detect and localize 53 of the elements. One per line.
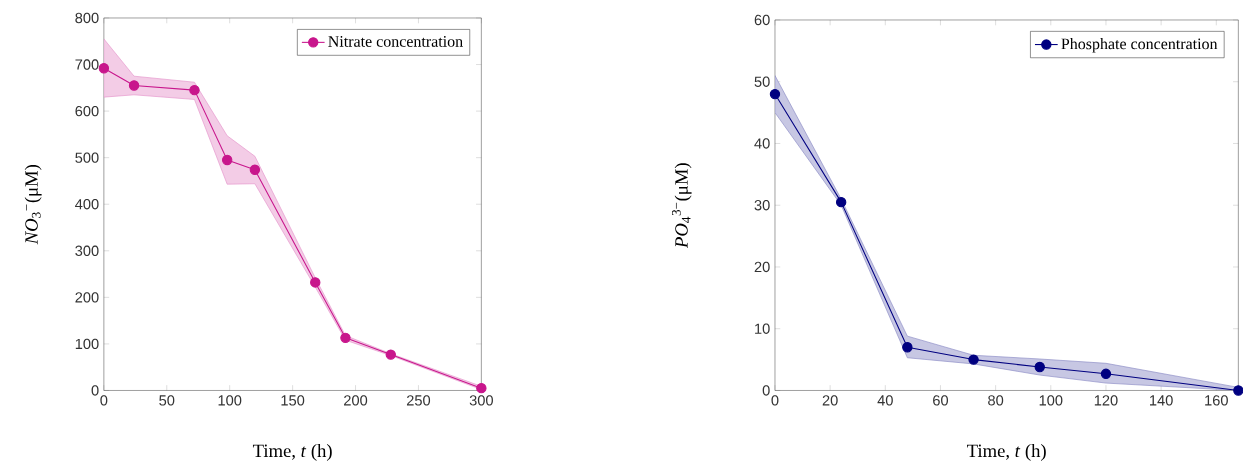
point	[98, 62, 110, 74]
x-tick-label: 160	[1205, 395, 1228, 406]
y-tick-label: 10	[755, 323, 770, 334]
y-tick-label: 0	[762, 385, 770, 396]
legend-label: Phosphate concentration	[1061, 37, 1218, 53]
y-tick-label: 100	[75, 338, 99, 349]
point	[902, 341, 913, 353]
x-tick-label: 50	[159, 395, 175, 406]
point	[249, 164, 261, 175]
x-tick-label: 80	[988, 395, 1004, 406]
point	[835, 196, 847, 208]
x-tick-label: 0	[771, 395, 779, 406]
y-tick-label: 0	[91, 385, 99, 396]
point	[769, 88, 781, 100]
point	[968, 354, 979, 365]
y-tick-label: 400	[75, 198, 99, 210]
x-tick-label: 140	[1150, 395, 1173, 406]
y-tick-label: 300	[75, 245, 99, 256]
y-tick-label: 800	[75, 12, 99, 24]
x-axis-title: Time, t (h)	[967, 443, 1046, 461]
y-tick-label: 600	[75, 105, 99, 117]
y-tick-label: 30	[754, 199, 770, 211]
x-tick-label: 0	[100, 395, 108, 406]
x-tick-label: 100	[218, 395, 242, 406]
y-tick-label: 200	[75, 292, 99, 303]
y-tick-label: 700	[75, 59, 99, 70]
point	[476, 382, 487, 394]
x-tick-label: 250	[406, 395, 431, 406]
x-tick-label: 20	[822, 395, 838, 406]
y-tick-label: 50	[754, 76, 770, 87]
point	[189, 84, 200, 96]
point	[221, 154, 233, 166]
x-tick-label: 60	[933, 395, 949, 406]
point	[340, 332, 351, 343]
x-tick-label: 150	[281, 395, 305, 406]
x-axis-title: Time, t (h)	[252, 443, 332, 461]
y-tick-label: 20	[754, 261, 770, 273]
y-tick-label: 40	[754, 138, 770, 149]
point	[310, 277, 321, 288]
point	[128, 80, 140, 91]
y-tick-label: 60	[754, 14, 770, 25]
x-tick-label: 300	[469, 395, 493, 406]
point	[385, 349, 396, 360]
legend-label: Nitrate concentration	[328, 35, 463, 47]
point	[1034, 361, 1045, 373]
x-tick-label: 200	[344, 395, 368, 406]
y-tick-label: 500	[75, 152, 99, 163]
x-tick-label: 120	[1094, 395, 1118, 406]
point	[1100, 368, 1112, 379]
x-tick-label: 100	[1039, 395, 1063, 406]
y-axis-title: PO$_{4}$$^{3−}$(μM)	[671, 163, 692, 248]
y-axis-title: NO$_{3}$$^{−}$(μM)	[24, 164, 42, 245]
x-tick-label: 40	[877, 395, 893, 406]
